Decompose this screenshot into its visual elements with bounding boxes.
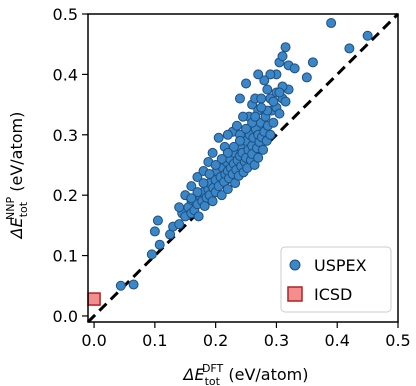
- data-point-uspex: [174, 219, 185, 230]
- data-point-uspex: [256, 102, 267, 113]
- data-point-uspex: [268, 96, 279, 107]
- data-point-uspex: [222, 184, 233, 195]
- data-point-uspex: [253, 152, 264, 163]
- x-tick-label: 0.0: [81, 331, 106, 350]
- x-label-sup: DFT: [202, 362, 224, 375]
- data-point-uspex: [213, 132, 224, 143]
- data-point-uspex: [250, 111, 261, 122]
- data-point-uspex: [174, 202, 185, 213]
- data-point-uspex: [210, 159, 221, 170]
- data-point-uspex: [280, 42, 291, 53]
- legend-marker-uspex: [289, 259, 301, 271]
- data-point-uspex: [149, 226, 160, 237]
- y-tick-label: 0.2: [53, 186, 78, 205]
- data-point-uspex: [280, 96, 291, 107]
- data-point-uspex: [207, 196, 218, 207]
- data-point-uspex: [192, 187, 203, 198]
- data-point-uspex: [307, 57, 318, 68]
- data-point-uspex: [222, 147, 233, 158]
- data-point-uspex: [258, 144, 269, 155]
- data-point-uspex: [241, 78, 252, 89]
- data-point-uspex: [222, 129, 233, 140]
- data-point-uspex: [253, 69, 264, 80]
- data-point-uspex: [326, 18, 337, 29]
- data-point-uspex: [154, 239, 165, 250]
- legend-box: [280, 246, 392, 313]
- data-point-uspex: [289, 63, 300, 74]
- axis-ticks: 0.0 0.1 0.2 0.3 0.4 0.5 0.0 0.1 0.2 0.3 0.4 0.5: [53, 5, 411, 350]
- data-point-uspex: [259, 75, 270, 86]
- data-point-uspex: [199, 201, 210, 212]
- legend-marker-icsd: [287, 286, 303, 302]
- x-tick-label: 0.5: [385, 331, 410, 350]
- data-point-uspex: [262, 84, 273, 95]
- data-point-uspex: [256, 93, 267, 104]
- data-point-uspex: [186, 193, 197, 204]
- data-point-uspex: [146, 249, 157, 260]
- data-point-uspex: [204, 169, 215, 180]
- y-tick-label: 0.3: [53, 126, 78, 145]
- y-tick-label: 0.1: [53, 247, 78, 266]
- data-point-uspex: [228, 141, 239, 152]
- data-point-uspex: [234, 135, 245, 146]
- data-point-uspex: [192, 172, 203, 183]
- y-label-sup: NNP: [4, 196, 17, 219]
- data-point-uspex: [115, 280, 126, 291]
- data-point-uspex: [216, 153, 227, 164]
- y-label-prefix: ΔE: [7, 216, 26, 240]
- data-point-uspex: [238, 111, 248, 122]
- x-tick-label: 0.3: [264, 331, 289, 350]
- data-point-uspex: [231, 120, 242, 131]
- data-point-uspex: [301, 72, 312, 83]
- plot-frame: [87, 13, 399, 323]
- scatter-points: [87, 18, 373, 306]
- data-point-uspex: [362, 30, 373, 41]
- data-point-uspex: [193, 211, 204, 222]
- y-tick-label: 0.5: [53, 5, 78, 24]
- data-point-uspex: [128, 279, 139, 290]
- data-point-uspex: [186, 181, 197, 192]
- y-axis-label: ΔEtotNNP (eV/atom): [4, 112, 30, 241]
- x-label-sub: tot: [205, 375, 221, 386]
- y-tick-label: 0.4: [53, 65, 78, 84]
- data-point-icsd: [87, 292, 101, 306]
- data-point-uspex: [152, 215, 163, 226]
- data-point-uspex: [344, 43, 355, 54]
- x-label-unit: (eV/atom): [223, 365, 308, 384]
- legend-label-icsd: ICSD: [314, 285, 352, 304]
- legend-label-uspex: USPEX: [314, 256, 367, 275]
- data-point-uspex: [234, 93, 245, 104]
- data-point-uspex: [241, 123, 252, 134]
- x-tick-label: 0.4: [324, 331, 349, 350]
- y-label-unit: (eV/atom): [7, 112, 26, 197]
- x-label-prefix: ΔE: [182, 365, 206, 384]
- data-point-uspex: [265, 129, 276, 140]
- data-point-uspex: [198, 178, 209, 189]
- y-tick-label: 0.0: [53, 307, 78, 326]
- data-point-uspex: [274, 87, 285, 98]
- x-tick-label: 0.2: [203, 331, 228, 350]
- data-point-uspex: [207, 147, 218, 158]
- y-label-sub: tot: [17, 201, 30, 217]
- data-point-uspex: [216, 190, 227, 201]
- reference-line-y-equals-x: [86, 12, 400, 324]
- x-tick-label: 0.1: [142, 331, 167, 350]
- data-point-uspex: [265, 69, 276, 80]
- data-point-uspex: [274, 108, 285, 119]
- legend: USPEX ICSD: [280, 246, 392, 313]
- data-point-uspex: [268, 117, 279, 128]
- x-axis-label: ΔEtotDFT (eV/atom): [182, 362, 309, 386]
- data-point-uspex: [277, 51, 288, 62]
